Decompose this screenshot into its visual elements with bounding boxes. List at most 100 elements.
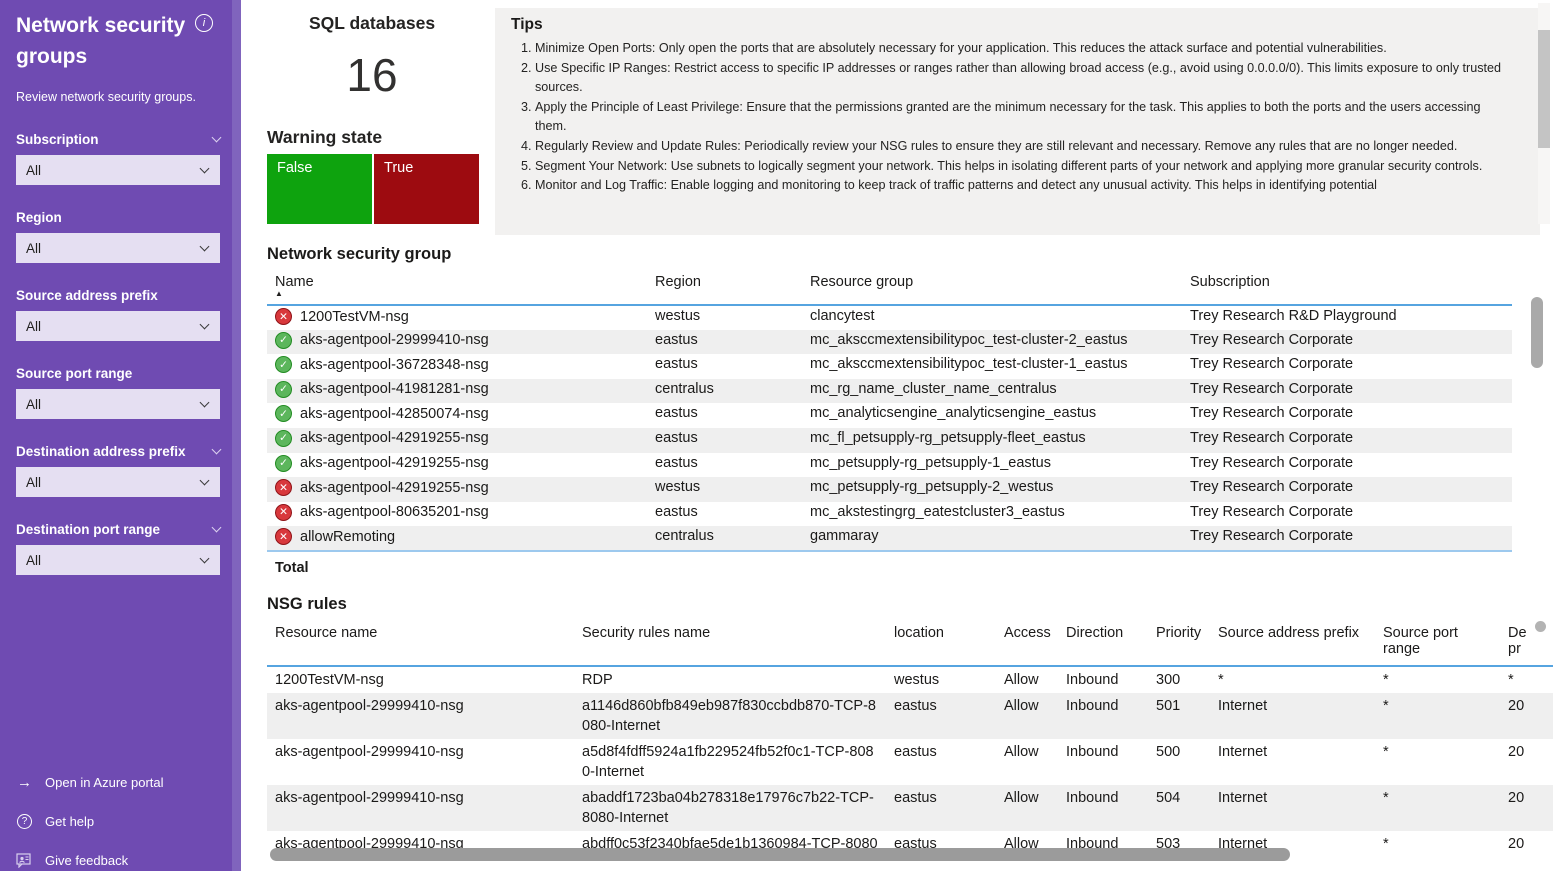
- table-row[interactable]: ✓ aks-agentpool-42919255-nsg eastus mc_fl_p…: [267, 427, 1512, 453]
- column-header-source-address-prefix[interactable]: Source address prefix: [1210, 622, 1375, 667]
- table-row[interactable]: ✓ aks-agentpool-42919255-nsg eastus mc_pets…: [267, 453, 1512, 478]
- dropdown-destination-address-prefix[interactable]: All: [16, 467, 220, 497]
- nsg-name: aks-agentpool-42919255-nsg: [300, 430, 489, 447]
- dropdown-subscription[interactable]: All: [16, 155, 220, 185]
- cell-access: Allow: [996, 693, 1058, 739]
- tip-item: Minimize Open Ports: Only open the ports…: [535, 39, 1510, 59]
- column-label: Direction: [1066, 625, 1124, 641]
- table-row[interactable]: ✕ allowRemoting centralus gammaray Trey Rese…: [267, 526, 1512, 551]
- table-row[interactable]: ✕ aks-agentpool-80635201-nsg eastus mc_akst…: [267, 502, 1512, 527]
- dropdown-value: All: [26, 552, 42, 568]
- column-header-access[interactable]: Access: [996, 622, 1058, 667]
- table-row[interactable]: ✕ aks-agentpool-42919255-nsg westus mc_pets…: [267, 477, 1512, 502]
- warning-tile-true[interactable]: True: [374, 154, 479, 224]
- table-row[interactable]: aks-agentpool-29999410-nsg abdff0c53f2340…: [267, 831, 1553, 850]
- cell-region: eastus: [655, 454, 698, 471]
- cell-region: eastus: [647, 427, 802, 453]
- column-header-priority[interactable]: Priority: [1148, 622, 1210, 667]
- table-row[interactable]: ✓ aks-agentpool-42850074-nsg eastus mc_anal…: [267, 403, 1512, 428]
- column-header-direction[interactable]: Direction: [1058, 622, 1148, 667]
- tips-scrollbar-thumb[interactable]: [1538, 30, 1550, 148]
- column-header-resource-group[interactable]: Resource group: [802, 271, 1182, 306]
- column-label: Resource name: [275, 625, 378, 641]
- warning-tile-false[interactable]: False: [267, 154, 372, 224]
- cell-priority: 500: [1156, 744, 1181, 760]
- link-get-help[interactable]: ? Get help: [16, 802, 216, 841]
- cell-priority: 503: [1156, 836, 1181, 850]
- rules-table-vscrollbar[interactable]: [1535, 621, 1546, 632]
- cell-location: eastus: [886, 785, 996, 831]
- cell-priority: 504: [1148, 785, 1210, 831]
- table-row[interactable]: 1200TestVM-nsg RDP westus Allow Inbound 300 * *…: [267, 666, 1553, 693]
- cell-dest: 20: [1500, 785, 1553, 831]
- cell-name: ✓ aks-agentpool-42919255-nsg: [267, 427, 647, 453]
- rules-table-hscrollbar[interactable]: [270, 848, 1290, 861]
- cell-source-port: *: [1383, 744, 1389, 760]
- table-row[interactable]: ✓ aks-agentpool-36728348-nsg eastus mc_aksc…: [267, 354, 1512, 379]
- dropdown-value: All: [26, 162, 42, 178]
- cell-access: Allow: [1004, 672, 1039, 688]
- table-row[interactable]: ✓ aks-agentpool-41981281-nsg centralus mc_r…: [267, 378, 1512, 404]
- nsg-table-header: Name ▲ Region Resource group Subscription: [267, 271, 1512, 306]
- cell-rule: a1146d860bfb849eb987f830ccbdb870-TCP-808…: [574, 693, 886, 739]
- cell-resource_group: mc_petsupply-rg_petsupply-2_westus: [802, 477, 1182, 502]
- nsg-name: aks-agentpool-42850074-nsg: [300, 405, 489, 422]
- warning-state-tiles: False True: [267, 154, 479, 224]
- cell-priority: 300: [1156, 672, 1181, 688]
- arrow-right-icon: →: [17, 774, 32, 791]
- column-label: location: [894, 625, 944, 641]
- column-label: Region: [655, 274, 701, 290]
- column-header-name[interactable]: Name ▲: [267, 271, 647, 306]
- cell-location: westus: [894, 672, 940, 688]
- dropdown-source-port-range[interactable]: All: [16, 389, 220, 419]
- cell-name: ✕ allowRemoting: [267, 526, 647, 551]
- link-label: Open in Azure portal: [45, 775, 164, 790]
- filter-label-row: Destination address prefix: [16, 443, 222, 460]
- table-row[interactable]: aks-agentpool-29999410-nsg a1146d860bfb84…: [267, 693, 1553, 739]
- cell-subscription: Trey Research Corporate: [1182, 526, 1512, 551]
- nsg-name: aks-agentpool-36728348-nsg: [300, 356, 489, 373]
- sidebar-links: → Open in Azure portal ? Get help Give feedb…: [16, 763, 216, 880]
- success-icon: ✓: [275, 331, 292, 349]
- link-give-feedback[interactable]: Give feedback: [16, 841, 216, 880]
- cell-subscription: Trey Research Corporate: [1190, 356, 1354, 373]
- column-header-subscription[interactable]: Subscription: [1182, 271, 1512, 306]
- info-icon[interactable]: i: [195, 14, 213, 32]
- filter-destination-port-range: Destination port range All: [16, 521, 222, 575]
- nsg-table-scrollbar[interactable]: [1531, 297, 1543, 368]
- chevron-down-icon: [199, 319, 210, 329]
- feedback-icon: [16, 853, 33, 868]
- cell-subscription: Trey Research Corporate: [1182, 378, 1512, 404]
- filter-label: Region: [16, 210, 62, 225]
- tip-item: Regularly Review and Update Rules: Perio…: [535, 137, 1510, 157]
- success-icon: ✓: [275, 429, 292, 447]
- cell-name: ✓ aks-agentpool-42850074-nsg: [267, 403, 647, 428]
- column-label-line2: pr: [1508, 641, 1521, 657]
- cell-source-port: *: [1375, 785, 1500, 831]
- filter-label-row: Source port range: [16, 365, 220, 382]
- cell-resource_group: mc_petsupply-rg_petsupply-1_eastus: [810, 454, 1051, 471]
- dropdown-region[interactable]: All: [16, 233, 220, 263]
- table-row[interactable]: aks-agentpool-29999410-nsg abaddf1723ba04…: [267, 785, 1553, 831]
- column-header-location[interactable]: location: [886, 622, 996, 667]
- sidebar-scrollbar[interactable]: [232, 0, 241, 871]
- link-open-in-azure-portal[interactable]: → Open in Azure portal: [16, 763, 216, 802]
- column-header-resource-name[interactable]: Resource name: [267, 622, 574, 667]
- table-row[interactable]: ✕ 1200TestVM-nsg westus clancytest Trey Rese…: [267, 305, 1512, 330]
- cell-subscription: Trey Research Corporate: [1190, 503, 1354, 520]
- table-row[interactable]: aks-agentpool-29999410-nsg a5d8f4fdff5924…: [267, 739, 1553, 785]
- filter-region: Region All: [16, 209, 220, 263]
- column-header-security-rules-name[interactable]: Security rules name: [574, 622, 886, 667]
- cell-access: Allow: [996, 785, 1058, 831]
- table-row[interactable]: ✓ aks-agentpool-29999410-nsg eastus mc_aksc…: [267, 329, 1512, 355]
- dropdown-destination-port-range[interactable]: All: [16, 545, 220, 575]
- filter-label-row: Region: [16, 209, 220, 226]
- column-header-source-port[interactable]: Source port range: [1375, 622, 1500, 667]
- cell-subscription: Trey Research Corporate: [1190, 405, 1354, 422]
- dropdown-source-address-prefix[interactable]: All: [16, 311, 220, 341]
- column-header-region[interactable]: Region: [647, 271, 802, 306]
- filter-label: Source address prefix: [16, 288, 158, 303]
- cell-location: eastus: [886, 693, 996, 739]
- cell-region: eastus: [655, 405, 698, 422]
- cell-resource_group: mc_analyticsengine_analyticsengine_eastu…: [810, 405, 1097, 422]
